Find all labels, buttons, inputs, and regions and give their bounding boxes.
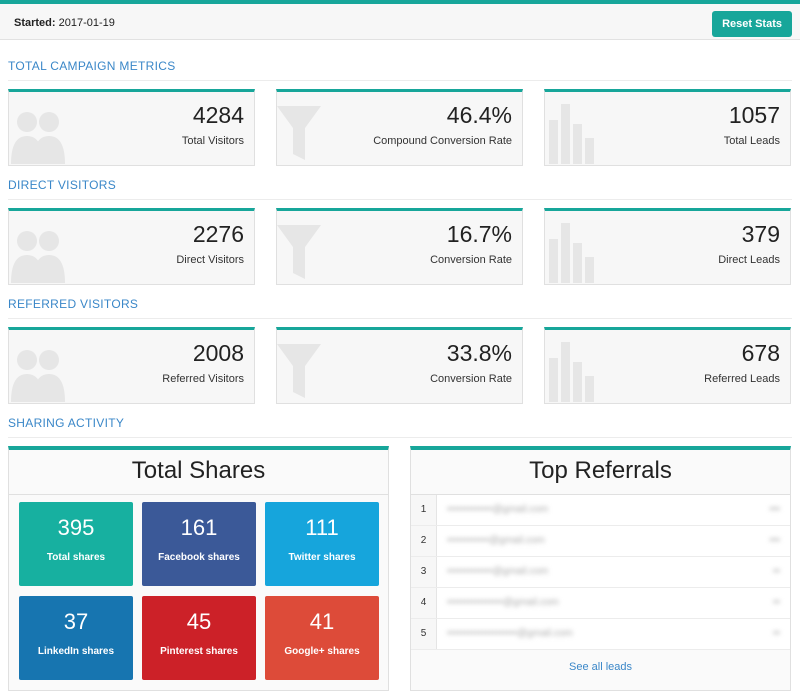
panel-title: Total Shares bbox=[131, 457, 266, 484]
metric-value: 46.4% bbox=[446, 102, 512, 128]
share-count: 45 bbox=[186, 609, 212, 634]
referral-email: ••••••••••••@gmail.com bbox=[447, 535, 545, 546]
funnel-icon bbox=[277, 225, 321, 279]
share-count: 161 bbox=[180, 515, 218, 540]
metric-value: 2008 bbox=[192, 340, 244, 366]
section-title-total: TOTAL CAMPAIGN METRICS bbox=[8, 59, 176, 73]
metric-value: 2276 bbox=[192, 221, 244, 247]
referral-row: 1 •••••••••••••@gmail.com ••• bbox=[411, 495, 790, 526]
metric-label: Referred Visitors bbox=[162, 373, 244, 385]
share-tile-googleplus: 41 Google+ shares bbox=[265, 596, 379, 680]
referral-email: •••••••••••••@gmail.com bbox=[447, 566, 549, 577]
metric-value: 1057 bbox=[728, 102, 780, 128]
bar-chart-icon bbox=[549, 342, 594, 402]
referral-rank: 4 bbox=[411, 588, 437, 618]
section-divider bbox=[8, 437, 792, 438]
metric-label: Conversion Rate bbox=[430, 373, 512, 385]
top-bar: Started: 2017-01-19 Reset Stats bbox=[0, 0, 800, 40]
referral-count: •• bbox=[772, 566, 780, 577]
share-label: Pinterest shares bbox=[160, 646, 238, 657]
referral-email: •••••••••••••@gmail.com bbox=[447, 504, 549, 515]
section-title-sharing: SHARING ACTIVITY bbox=[8, 416, 125, 430]
metric-label: Referred Leads bbox=[704, 373, 780, 385]
referral-row: 4 ••••••••••••••••@gmail.com •• bbox=[411, 588, 790, 619]
referral-rank: 5 bbox=[411, 619, 437, 649]
started-info: Started: 2017-01-19 bbox=[14, 17, 115, 29]
referral-rank: 3 bbox=[411, 557, 437, 587]
share-tile-linkedin: 37 LinkedIn shares bbox=[19, 596, 133, 680]
referral-count: ••• bbox=[769, 535, 780, 546]
share-label: Total shares bbox=[46, 552, 106, 563]
metric-card-referred-leads: 678 Referred Leads bbox=[544, 327, 791, 404]
share-label: Twitter shares bbox=[288, 552, 356, 563]
metric-label: Total Visitors bbox=[181, 135, 244, 147]
referral-count: ••• bbox=[769, 504, 780, 515]
metric-label: Direct Visitors bbox=[176, 254, 244, 266]
referral-email: ••••••••••••••••••••@gmail.com bbox=[447, 628, 573, 639]
metric-card-compound-conversion: 46.4% Compound Conversion Rate bbox=[276, 89, 523, 166]
bar-chart-icon bbox=[549, 104, 594, 164]
metric-value: 678 bbox=[741, 340, 780, 366]
started-date: 2017-01-19 bbox=[58, 17, 115, 29]
share-label: Facebook shares bbox=[158, 552, 240, 563]
bar-chart-icon bbox=[549, 223, 594, 283]
metric-value: 16.7% bbox=[446, 221, 512, 247]
started-label: Started: bbox=[14, 17, 56, 29]
share-count: 37 bbox=[63, 609, 89, 634]
share-label: Google+ shares bbox=[284, 646, 360, 657]
metric-card-direct-conversion: 16.7% Conversion Rate bbox=[276, 208, 523, 285]
section-title-referred: REFERRED VISITORS bbox=[8, 297, 139, 311]
reset-stats-button[interactable]: Reset Stats bbox=[712, 11, 792, 37]
see-all-leads-link[interactable]: See all leads bbox=[569, 661, 632, 673]
users-icon bbox=[11, 231, 65, 283]
metric-value: 4284 bbox=[192, 102, 244, 128]
referral-row: 2 ••••••••••••@gmail.com ••• bbox=[411, 526, 790, 557]
share-count: 111 bbox=[305, 515, 339, 540]
referral-count: •• bbox=[772, 597, 780, 608]
panel-title: Top Referrals bbox=[529, 457, 672, 484]
share-count: 395 bbox=[57, 515, 95, 540]
users-icon bbox=[11, 350, 65, 402]
metric-label: Compound Conversion Rate bbox=[373, 135, 512, 147]
metric-card-referred-conversion: 33.8% Conversion Rate bbox=[276, 327, 523, 404]
share-tile-facebook: 161 Facebook shares bbox=[142, 502, 256, 586]
section-title-direct: DIRECT VISITORS bbox=[8, 178, 117, 192]
panel-divider bbox=[411, 494, 790, 495]
metric-card-referred-visitors: 2008 Referred Visitors bbox=[8, 327, 255, 404]
share-tile-total: 395 Total shares bbox=[19, 502, 133, 586]
panel-divider bbox=[9, 494, 388, 495]
metric-card-direct-visitors: 2276 Direct Visitors bbox=[8, 208, 255, 285]
funnel-icon bbox=[277, 106, 321, 160]
section-divider bbox=[8, 318, 792, 319]
metric-card-direct-leads: 379 Direct Leads bbox=[544, 208, 791, 285]
section-divider bbox=[8, 80, 792, 81]
metric-label: Conversion Rate bbox=[430, 254, 512, 266]
metric-card-total-leads: 1057 Total Leads bbox=[544, 89, 791, 166]
funnel-icon bbox=[277, 344, 321, 398]
metric-value: 379 bbox=[741, 221, 780, 247]
share-label: LinkedIn shares bbox=[37, 646, 115, 657]
referral-row: 3 •••••••••••••@gmail.com •• bbox=[411, 557, 790, 588]
share-tile-twitter: 111 Twitter shares bbox=[265, 502, 379, 586]
users-icon bbox=[11, 112, 65, 164]
metric-card-total-visitors: 4284 Total Visitors bbox=[8, 89, 255, 166]
referral-email: ••••••••••••••••@gmail.com bbox=[447, 597, 559, 608]
share-count: 41 bbox=[309, 609, 335, 634]
share-tile-pinterest: 45 Pinterest shares bbox=[142, 596, 256, 680]
referral-count: •• bbox=[772, 628, 780, 639]
metric-label: Total Leads bbox=[723, 135, 780, 147]
referral-rank: 1 bbox=[411, 495, 437, 525]
metric-label: Direct Leads bbox=[718, 254, 780, 266]
section-divider bbox=[8, 199, 792, 200]
referral-rank: 2 bbox=[411, 526, 437, 556]
metric-value: 33.8% bbox=[446, 340, 512, 366]
top-referrals-panel: Top Referrals 1 •••••••••••••@gmail.com … bbox=[410, 446, 791, 691]
referral-row: 5 ••••••••••••••••••••@gmail.com •• bbox=[411, 619, 790, 650]
total-shares-panel: Total Shares 395 Total shares 161 Facebo… bbox=[8, 446, 389, 691]
